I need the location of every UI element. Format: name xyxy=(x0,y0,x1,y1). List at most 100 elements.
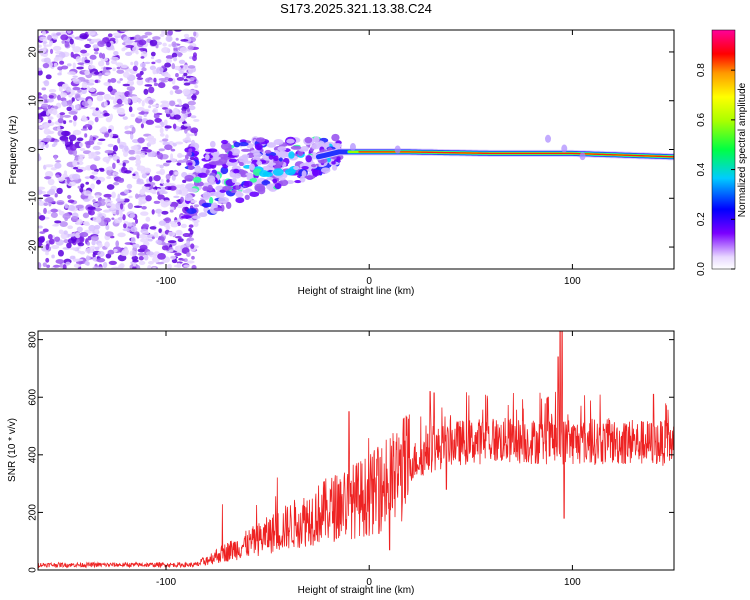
spectrogram-cell xyxy=(67,233,76,237)
spectrogram-cell xyxy=(93,71,100,75)
spectrogram-cell xyxy=(123,221,129,224)
spectrogram-cell xyxy=(89,54,97,60)
spectrogram-cell xyxy=(117,232,126,238)
spectrogram-cell xyxy=(57,249,64,257)
spectrogram-cell xyxy=(153,231,159,237)
spectrogram-cell xyxy=(165,55,174,60)
spectrogram-cell xyxy=(89,175,95,179)
colorbar-tick-label: 0.0 xyxy=(696,262,707,276)
spectrogram-cell xyxy=(90,164,97,171)
spectrogram-cell xyxy=(72,86,81,91)
spectrogram-cell xyxy=(61,40,66,44)
spectrogram-cell xyxy=(176,262,182,268)
spectrogram-cell xyxy=(84,176,91,179)
spectrogram-cell xyxy=(137,137,145,144)
spectrogram-cell xyxy=(143,88,149,95)
spectrogram-cell xyxy=(83,190,92,196)
spectrogram-cell xyxy=(96,141,103,146)
spectrogram-cell xyxy=(62,213,71,220)
spectrogram-cell xyxy=(187,45,194,50)
spectrogram-cell xyxy=(98,138,106,142)
spectrogram-cell xyxy=(136,77,144,80)
spectrogram-cell xyxy=(212,151,219,159)
spectrogram-cell xyxy=(85,82,95,86)
spectrogram-cell xyxy=(266,176,274,181)
spectrogram-cell xyxy=(188,105,196,111)
spectrogram-cell xyxy=(132,173,136,177)
spectrogram-cell xyxy=(107,166,113,171)
spectrogram-cell xyxy=(141,50,148,58)
spectrogram-cell xyxy=(138,111,146,115)
spectrogram-cell xyxy=(239,139,247,143)
spectrogram-cell xyxy=(139,244,148,251)
spectrogram-cell xyxy=(52,45,62,51)
spectrogram-cell xyxy=(278,157,283,162)
spectrogram-cell xyxy=(165,35,173,42)
spectrogram-cell xyxy=(142,146,149,150)
spectrogram-cell xyxy=(157,82,166,89)
spectrogram-cell xyxy=(204,148,212,152)
spectrogram-cell xyxy=(131,255,139,261)
spectrogram-cell xyxy=(129,82,134,85)
spectrogram-cell xyxy=(96,91,105,96)
spectrogram-cell xyxy=(124,170,132,174)
spectrogram-cell xyxy=(173,114,181,120)
spectrogram-cell xyxy=(61,100,68,108)
spectrogram-cell xyxy=(117,254,127,262)
spectrogram-cell xyxy=(181,258,185,262)
spectrogram-cell xyxy=(71,216,79,222)
spectrogram-cell xyxy=(47,119,52,124)
spectrogram-cell xyxy=(47,116,54,120)
spectrogram-cell xyxy=(310,163,317,168)
spectrogram-cell xyxy=(67,99,73,107)
spectrogram-cell xyxy=(190,243,195,249)
spectrogram-cell xyxy=(545,134,552,143)
spectrogram-cell xyxy=(288,151,295,159)
spectrogram-cell xyxy=(118,264,124,269)
spectrogram-cell xyxy=(45,243,50,251)
spectrogram-cell xyxy=(155,239,163,245)
spectrogram-cell xyxy=(58,86,63,92)
spectrogram-cell xyxy=(87,206,96,211)
spectrogram-cell xyxy=(52,109,58,116)
spectrogram-ridge-band xyxy=(358,151,674,158)
spectrogram-cell xyxy=(127,202,133,210)
spectrogram-cell xyxy=(151,36,161,40)
spectrogram-cell xyxy=(158,220,167,226)
spectrogram-cell xyxy=(97,242,103,248)
spectrogram-cell xyxy=(128,149,136,155)
spectrogram-cell xyxy=(96,114,105,119)
spectrogram-cell xyxy=(137,252,146,256)
spectrogram-cell xyxy=(89,246,97,249)
spectrogram-cell xyxy=(109,37,116,42)
spectrogram-cell xyxy=(167,30,173,36)
spectrogram-cell xyxy=(207,184,213,192)
spectrogram-cell xyxy=(128,106,133,113)
colorbar-tick-label: 0.8 xyxy=(696,63,707,77)
spectrogram-cell xyxy=(112,153,118,160)
spectrogram-cell xyxy=(52,224,59,227)
spectrogram-cell xyxy=(138,116,143,119)
spectrogram-cell xyxy=(187,100,196,106)
spectrogram-cell xyxy=(75,204,84,209)
spectrogram-cell xyxy=(54,162,62,169)
spectrogram-cell xyxy=(182,179,187,183)
spectrogram-marks xyxy=(38,30,674,269)
spectrogram-cell xyxy=(151,61,156,65)
spectrogram-cell xyxy=(161,210,169,215)
spectrogram-cell xyxy=(180,196,184,203)
spectrogram-cell xyxy=(94,116,99,123)
spectrogram-cell xyxy=(277,150,288,159)
spectrogram-cell xyxy=(143,167,152,174)
spectrogram-cell xyxy=(162,138,169,142)
spectrogram-cell xyxy=(190,199,198,203)
spectrogram-cell xyxy=(115,62,124,67)
spectrogram-cell xyxy=(53,154,58,160)
spectrogram-cell xyxy=(105,61,110,66)
spectrogram-cell xyxy=(183,82,191,86)
spectrogram-cell xyxy=(153,175,161,182)
spectrogram-cell xyxy=(116,69,125,74)
spectrogram-cell xyxy=(80,183,85,188)
spectrogram-cell xyxy=(187,65,196,69)
spectrogram-cell xyxy=(249,177,257,183)
